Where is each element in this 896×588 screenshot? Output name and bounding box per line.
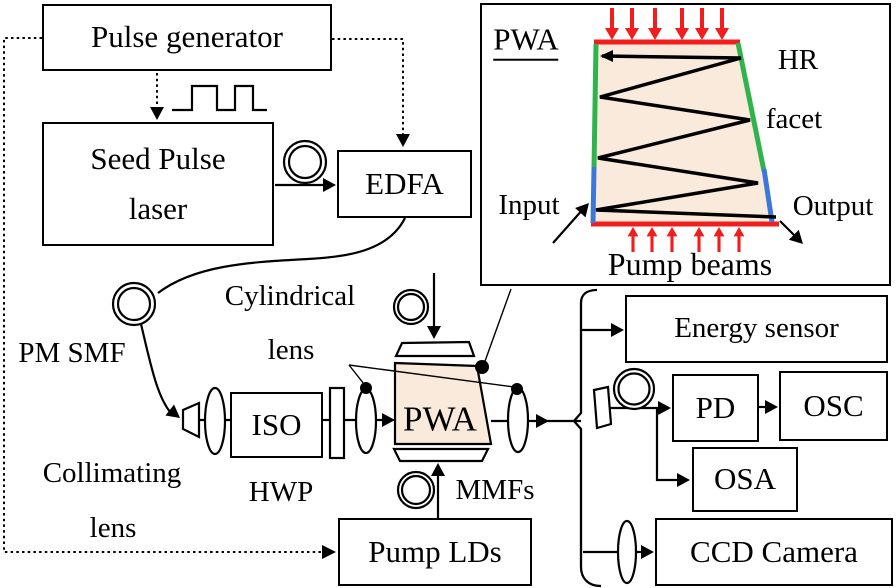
pulse-waveform-icon	[172, 84, 267, 112]
fiber-coil-icon-detector	[612, 367, 656, 411]
cylindrical-lens-icon-output	[506, 386, 530, 454]
arrow-out-of-pwa	[536, 414, 549, 428]
arrow-into-pwa	[382, 413, 395, 427]
pulse-generator-box: Pulse generator	[42, 4, 332, 71]
fiber-coil-icon-pmsmf	[111, 281, 157, 327]
mmfs-label: MMFs	[455, 473, 535, 506]
inset-input-label: Input	[498, 188, 560, 221]
hr-facet-label-line2: facet	[765, 102, 823, 135]
hwp-plate-icon	[328, 386, 346, 460]
cylindrical-lens-label-line1: Cylindrical	[224, 279, 356, 312]
line-to-ccd	[583, 545, 654, 559]
cylindrical-lens-leader-lines	[348, 364, 515, 388]
fiber-collimator-icon	[181, 401, 201, 439]
hwp-label: HWP	[248, 475, 314, 508]
ccd-camera-box: CCD Camera	[655, 518, 893, 586]
pump-coupling-bar-top	[394, 340, 476, 358]
pm-smf-label: PM SMF	[18, 336, 126, 369]
inset-output-label: Output	[792, 189, 874, 222]
cylindrical-lens-icon-input	[354, 387, 378, 455]
edfa-box: EDFA	[337, 150, 472, 218]
pwa-corner-dot	[475, 360, 489, 374]
inset-leader-line	[483, 288, 512, 365]
seed-laser-line1: Seed Pulse	[90, 141, 226, 177]
seed-laser-line2: laser	[128, 191, 188, 226]
ccd-imaging-lens-icon	[616, 519, 638, 585]
fiber-coil-icon-seed	[282, 139, 328, 185]
pump-coupling-bar-bottom	[392, 447, 490, 463]
inset-title-text: PWA	[493, 21, 559, 61]
pump-lds-box: Pump LDs	[338, 518, 532, 586]
collimating-lens-label-line2: lens	[89, 511, 137, 544]
pm-smf-fiber-curve	[139, 217, 406, 414]
collimating-lens-label-line1: Collimating	[42, 456, 182, 489]
fiber-arrowhead-into-collimator	[165, 404, 180, 418]
cylindrical-lens-label-line2: lens	[267, 333, 315, 366]
inset-title: PWA	[493, 21, 559, 61]
fiber-coil-icon-pump-top	[392, 288, 430, 326]
hr-facet-label-line1: HR	[777, 43, 819, 76]
lens-marker-dot-1	[360, 382, 372, 394]
beam-splitter-bracket	[572, 288, 602, 588]
iso-box: ISO	[230, 392, 323, 458]
arrow-into-pd	[658, 401, 671, 415]
lens-marker-dot-2	[511, 383, 523, 395]
seed-pulse-laser-box: Seed Pulse laser	[42, 122, 274, 246]
fiber-coil-icon-mmf	[396, 470, 436, 510]
arrow-to-energy-sensor	[582, 323, 624, 337]
collimating-lens-icon	[203, 386, 227, 456]
pump-fiber-bottom	[431, 463, 445, 518]
pump-beams-label: Pump beams	[607, 246, 773, 283]
detector-collimator-icon	[592, 385, 613, 430]
pwa-slab-label: PWA	[403, 399, 477, 439]
pump-fiber-top	[427, 273, 441, 339]
osa-box: OSA	[692, 447, 798, 512]
seed-to-edfa-link	[275, 178, 336, 192]
osc-box: OSC	[779, 371, 888, 441]
pd-to-osc-arrow	[759, 400, 778, 414]
pd-box: PD	[672, 374, 759, 442]
energy-sensor-box: Energy sensor	[625, 295, 888, 363]
